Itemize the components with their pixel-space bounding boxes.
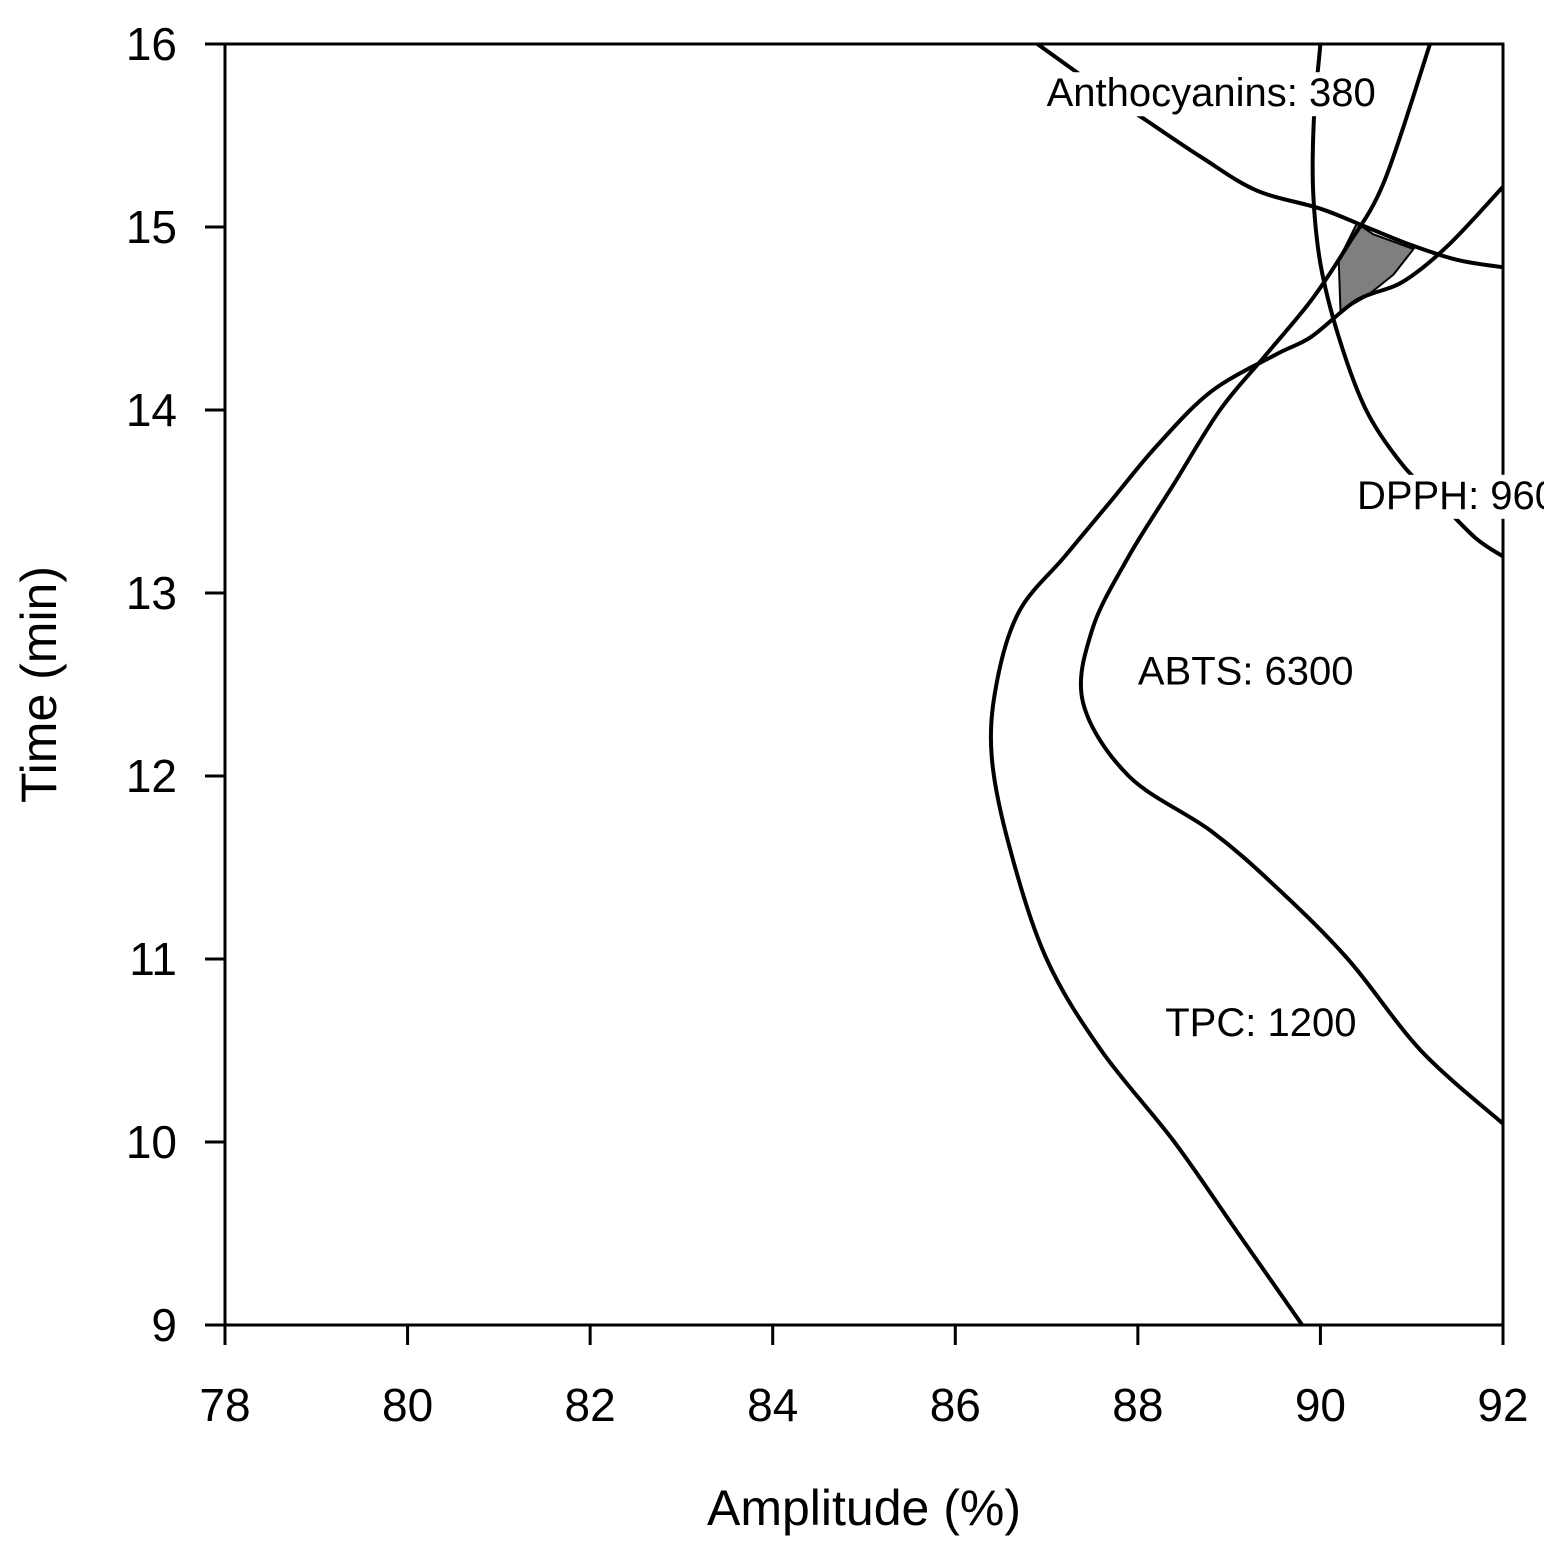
y-axis-title: Time (min) <box>11 566 67 803</box>
x-tick-label: 88 <box>1112 1379 1163 1431</box>
contour-label-dpph: DPPH: 9600 <box>1357 474 1544 518</box>
contour-label-tpc: TPC: 1200 <box>1165 1001 1356 1045</box>
contour-labels-layer: Anthocyanins: 380 DPPH: 9600 ABTS: 6300 TPC… <box>1042 71 1544 1046</box>
ticks-layer: 78 80 82 84 86 88 90 92 9 10 11 12 13 14 15 16 <box>126 18 1529 1431</box>
x-tick-label: 80 <box>382 1379 433 1431</box>
x-tick-label: 90 <box>1295 1379 1346 1431</box>
y-tick-label: 11 <box>129 933 177 985</box>
contour-label-abts: ABTS: 6300 <box>1138 650 1354 694</box>
contour-line-tpc <box>1078 44 1503 1126</box>
contour-label-backdrop <box>1161 1001 1354 1046</box>
y-tick-label: 12 <box>126 750 177 802</box>
optimum-region-layer <box>1337 221 1416 313</box>
y-tick-label: 14 <box>126 384 177 436</box>
y-tick-label: 15 <box>126 201 177 253</box>
contour-label-backdrop <box>1133 650 1347 695</box>
plot-frame <box>223 42 1505 1327</box>
x-tick-label: 92 <box>1477 1379 1528 1431</box>
x-tick-label: 84 <box>747 1379 798 1431</box>
y-tick-label: 9 <box>151 1299 177 1351</box>
contour-label-backdrop <box>1352 474 1544 519</box>
y-tick-label: 13 <box>126 567 177 619</box>
y-tick-label: 10 <box>126 1116 177 1168</box>
optimum-region <box>1337 221 1416 313</box>
contour-line-abts <box>988 184 1503 1325</box>
contour-label-anthocyanins: Anthocyanins: 380 <box>1047 71 1376 115</box>
x-axis-title: Amplitude (%) <box>707 1480 1021 1536</box>
y-tick-label: 16 <box>126 18 177 70</box>
x-tick-label: 78 <box>199 1379 250 1431</box>
x-tick-label: 86 <box>930 1379 981 1431</box>
x-tick-label: 82 <box>565 1379 616 1431</box>
contour-label-backdrop <box>1042 72 1400 117</box>
